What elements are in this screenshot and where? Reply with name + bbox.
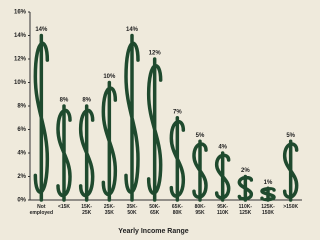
value-label: 2%: [241, 168, 250, 174]
value-label: 8%: [60, 98, 69, 104]
x-tick-label: 65K- 80K: [165, 204, 189, 216]
y-tick-label: 2%: [17, 174, 26, 180]
y-tick-label: 14%: [14, 33, 27, 39]
dollar-mark: [217, 153, 229, 200]
value-label: 4%: [218, 145, 227, 151]
chart: 0% 2% 4% 6% 8% 10% 12% 14% 16% 14% 8% 8% 10% 14% 12% 7%…: [0, 0, 307, 240]
dollar-mark: [149, 59, 161, 200]
dollar-mark: [285, 141, 297, 200]
value-label: 1%: [264, 180, 273, 186]
x-tick-label: 50K- 65K: [143, 204, 167, 216]
value-label: 5%: [286, 133, 295, 139]
value-label: 10%: [103, 74, 116, 80]
x-tick-label: <15K: [52, 204, 76, 210]
value-label: 14%: [35, 27, 48, 33]
x-tick-label: 125K- 150K: [256, 204, 280, 216]
x-tick-label: 80K- 95K: [188, 204, 212, 216]
y-tick-label: 8%: [17, 104, 26, 110]
y-tick-label: 0%: [17, 198, 26, 204]
x-tick-label: 35K- 50K: [120, 204, 144, 216]
y-tick-label: 12%: [14, 57, 27, 63]
dollar-mark: [58, 106, 70, 200]
dollar-mark: [194, 141, 206, 200]
dollar-mark: [262, 188, 274, 200]
y-tick-label: 6%: [17, 127, 26, 133]
x-tick-label: 25K- 35K: [97, 204, 121, 216]
value-label: 12%: [149, 51, 162, 57]
y-tick-label: 10%: [14, 80, 27, 86]
value-label: 8%: [82, 98, 91, 104]
dollar-mark: [239, 177, 251, 201]
y-tick-label: 4%: [17, 151, 26, 157]
dollar-mark: [35, 36, 47, 201]
value-label: 5%: [196, 133, 205, 139]
dollar-mark: [81, 106, 93, 200]
x-tick-label: Not employed: [29, 204, 53, 216]
dollar-mark: [171, 118, 183, 200]
x-axis-title: Yearly Income Range: [0, 228, 307, 235]
x-tick-label: 95K- 110K: [211, 204, 235, 216]
x-tick-label: >150K: [279, 204, 303, 210]
dollar-mark: [103, 83, 115, 201]
dollar-mark: [126, 36, 138, 201]
x-tick-label: 15K- 25K: [75, 204, 99, 216]
y-tick-label: 16%: [14, 10, 27, 16]
value-label: 14%: [126, 27, 139, 33]
value-label: 7%: [173, 109, 182, 115]
x-tick-label: 110K- 125K: [233, 204, 257, 216]
